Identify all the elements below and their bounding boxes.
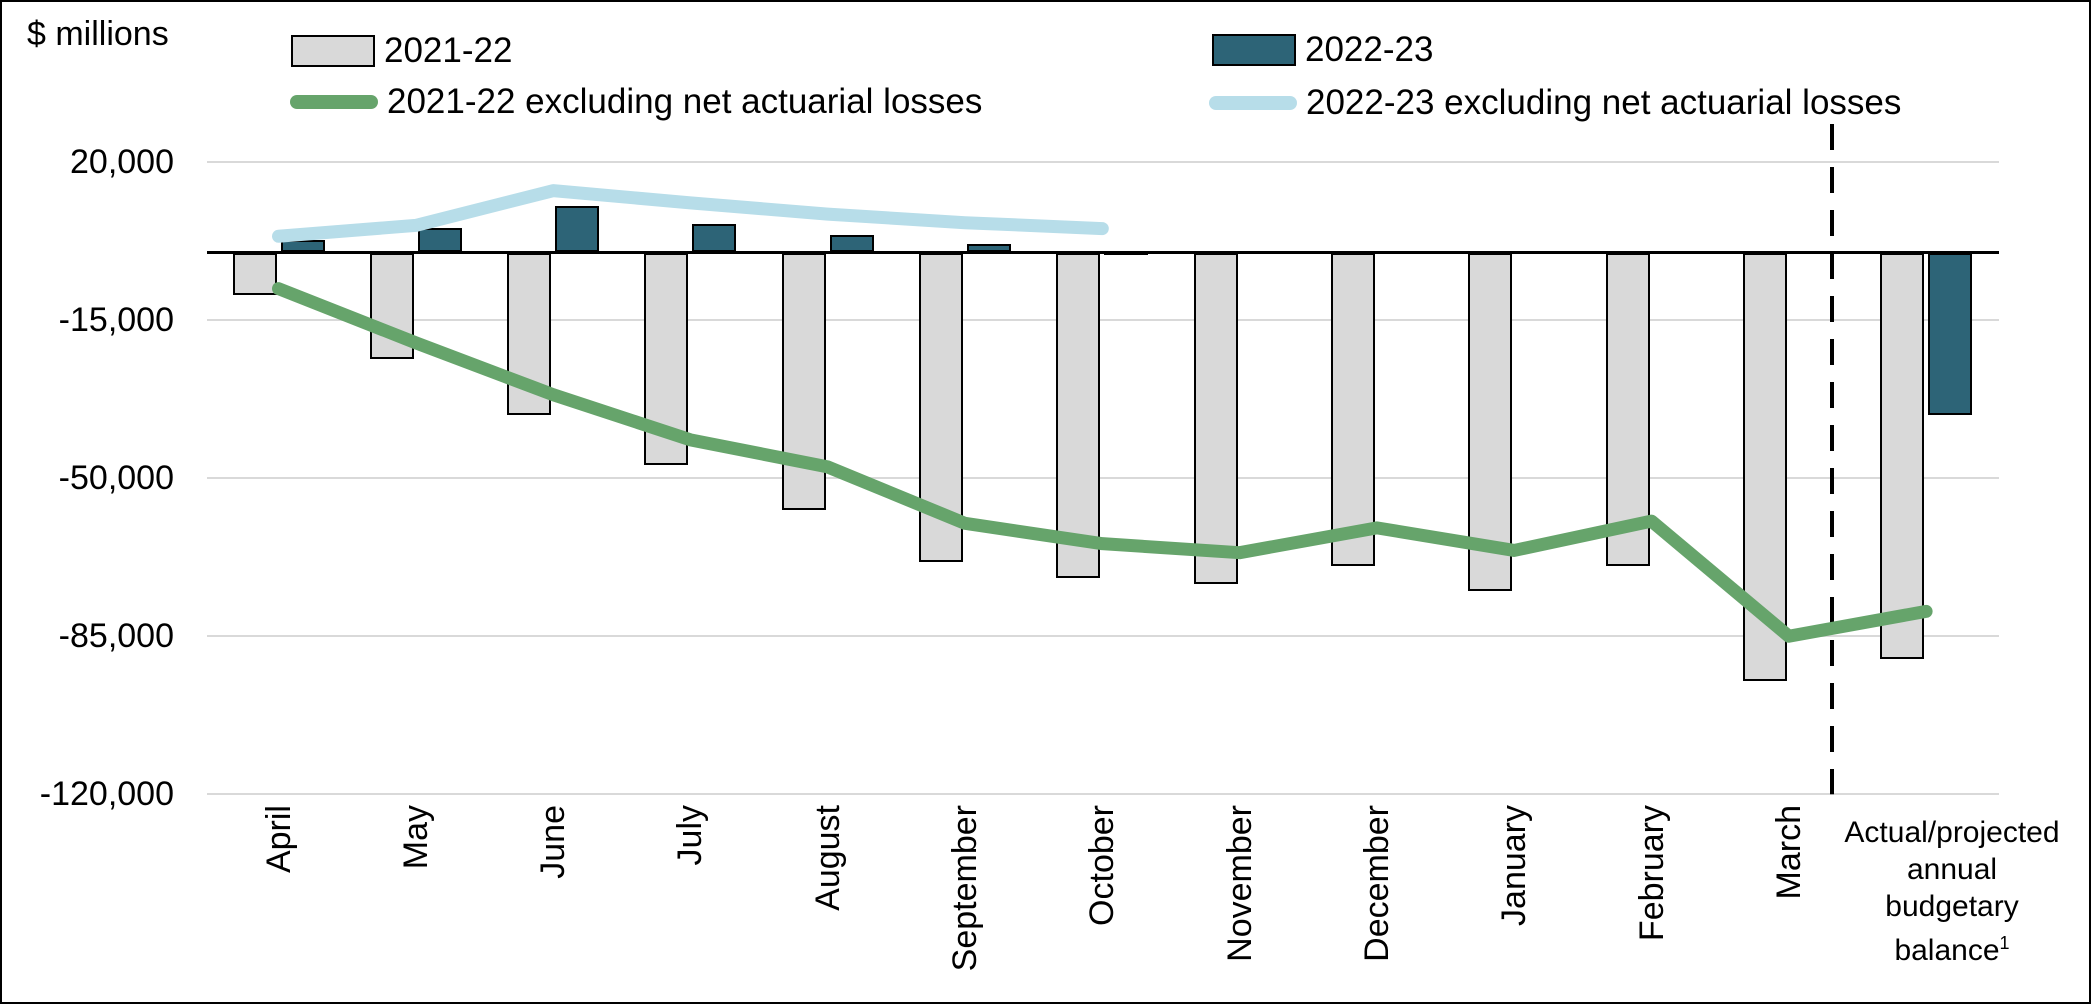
footnote-marker: 1	[1999, 933, 2010, 953]
bar-2022-23-july	[692, 224, 737, 253]
bar-2021-22-november	[1193, 252, 1238, 585]
legend-label-2021-22-bars: 2021-22	[384, 31, 513, 70]
y-tick-label--85000: -85,000	[58, 617, 174, 656]
bar-2022-23-august	[829, 234, 874, 253]
x-label-september: September	[946, 805, 984, 972]
x-label-january: January	[1495, 805, 1534, 926]
x-label-august: August	[808, 805, 847, 911]
bar-2021-22-annual-balance	[1880, 252, 1925, 659]
y-axis-unit-label: $ millions	[27, 15, 169, 53]
legend-swatch-2021-22-bars-icon	[291, 35, 375, 67]
y-tick-label--15000: -15,000	[58, 301, 174, 340]
bar-2022-23-annual-balance	[1928, 252, 1973, 415]
x-label-june: June	[534, 805, 573, 879]
bar-2022-23-september	[967, 243, 1011, 253]
gridline--15000	[207, 319, 1999, 322]
legend-item-2022-23-bars: 2022-23	[1212, 30, 1433, 70]
bar-2022-23-october	[1104, 251, 1149, 256]
bar-2021-22-april	[232, 252, 277, 296]
zero-axis-line	[207, 251, 1999, 254]
bar-2021-22-september	[919, 252, 963, 562]
bar-2022-23-june	[555, 206, 600, 253]
bar-2021-22-october	[1056, 252, 1101, 578]
x-label-april: April	[259, 805, 298, 874]
gridline-20000	[207, 161, 1999, 164]
bar-2021-22-august	[781, 252, 826, 510]
legend-item-2022-23-line: 2022-23 excluding net actuarial losses	[1209, 83, 1901, 123]
bar-2022-23-april	[280, 240, 325, 253]
bar-2022-23-may	[417, 228, 462, 253]
x-label-october: October	[1083, 805, 1122, 926]
y-tick-label--120000: -120,000	[39, 775, 174, 814]
x-label-july: July	[671, 805, 710, 866]
legend-label-2022-23-line: 2022-23 excluding net actuarial losses	[1306, 83, 1902, 122]
x-label-december: December	[1357, 805, 1396, 962]
legend-label-2021-22-line: 2021-22 excluding net actuarial losses	[387, 82, 983, 121]
bar-2021-22-february	[1605, 252, 1650, 567]
legend-swatch-2021-22-line-icon	[290, 95, 378, 109]
legend-label-2022-23-bars: 2022-23	[1305, 30, 1434, 69]
y-tick-label-20000: 20,000	[70, 143, 174, 182]
bar-2021-22-january	[1468, 252, 1513, 592]
bar-2021-22-june	[507, 252, 552, 415]
legend-swatch-2022-23-bars-icon	[1212, 34, 1296, 66]
bar-2021-22-march	[1742, 252, 1787, 682]
bar-2021-22-may	[369, 252, 414, 359]
bar-2021-22-december	[1330, 252, 1375, 567]
gridline--50000	[207, 477, 1999, 480]
line-2022-23-excluding-net-actuarial-losses	[272, 184, 1109, 243]
gridline--120000	[207, 793, 1999, 796]
legend-swatch-2022-23-line-icon	[1209, 96, 1297, 110]
legend-item-2021-22-line: 2021-22 excluding net actuarial losses	[290, 82, 982, 122]
x-label-february: February	[1632, 805, 1671, 942]
legend-item-2021-22-bars: 2021-22	[291, 31, 512, 71]
y-tick-label--50000: -50,000	[58, 459, 174, 498]
x-label-annual-balance: Actual/projected annual budgetary balance1	[1844, 816, 2060, 967]
bar-2021-22-july	[644, 252, 689, 465]
gridline--85000	[207, 635, 1999, 638]
x-label-may: May	[396, 805, 435, 870]
x-label-november: November	[1220, 805, 1259, 962]
